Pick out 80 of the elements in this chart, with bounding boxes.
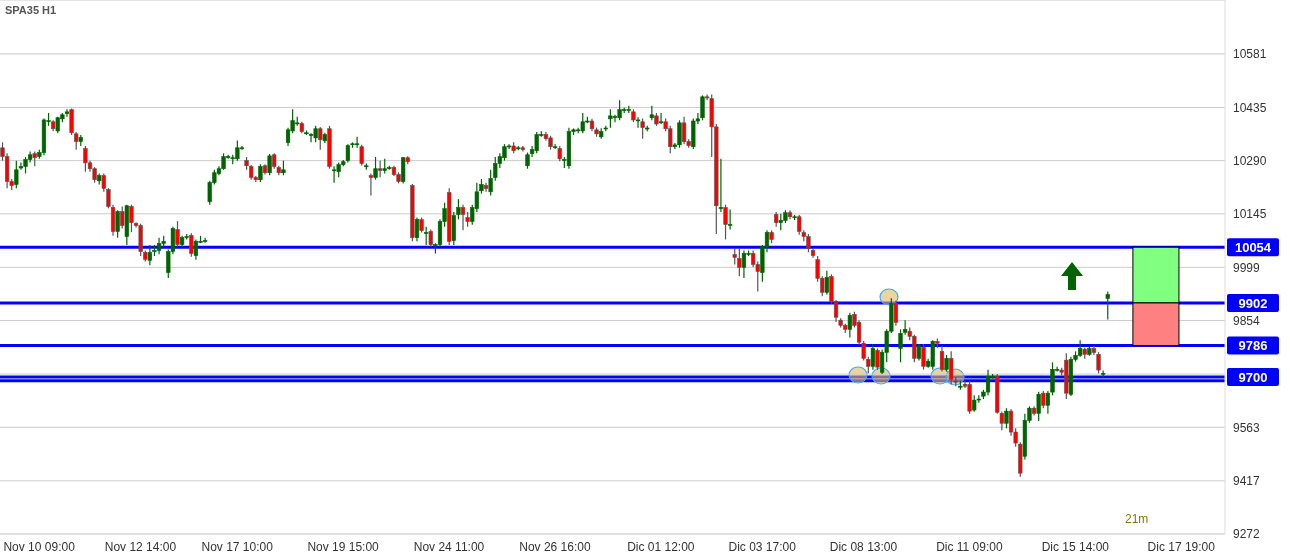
candlestick <box>824 270 829 296</box>
candlestick <box>640 117 645 140</box>
y-tick-label: 9417 <box>1233 474 1261 489</box>
ref-line-label: 10054 <box>1234 240 1272 256</box>
candlestick <box>115 209 120 239</box>
y-tick-label: 10290 <box>1233 153 1267 168</box>
x-tick-label: Dic 01 12:00 <box>627 539 695 552</box>
candlestick <box>483 182 489 193</box>
candlestick <box>460 204 466 231</box>
x-tick-label: Nov 17 10:00 <box>201 539 274 552</box>
candlestick <box>120 205 125 230</box>
candlestick <box>847 312 852 339</box>
candlestick <box>723 204 728 241</box>
x-tick-label: Nov 26 16:00 <box>519 539 591 552</box>
candlestick <box>189 232 194 258</box>
x-tick-label: Nov 24 11:00 <box>413 539 485 552</box>
candlestick <box>681 116 687 145</box>
x-tick-label: Dic 03 17:00 <box>728 539 797 552</box>
candlestick <box>101 172 106 193</box>
candlestick <box>921 343 926 371</box>
candlestick <box>359 144 364 167</box>
candlestick <box>949 350 954 385</box>
x-tick-label: Nov 12 14:00 <box>104 539 177 552</box>
candlestick <box>488 169 493 197</box>
candlestick <box>129 204 134 233</box>
candlestick <box>401 156 406 184</box>
candlestick <box>493 156 498 182</box>
candlestick <box>331 165 337 184</box>
candlestick <box>373 156 378 181</box>
ref-line-label: 9700 <box>1238 370 1268 386</box>
candlestick <box>553 143 558 150</box>
y-tick-label: 9272 <box>1233 527 1261 542</box>
x-tick-label: Dic 15 14:00 <box>1041 539 1110 552</box>
y-tick-label: 9999 <box>1233 260 1261 275</box>
candlestick <box>1004 407 1009 429</box>
candlestick <box>875 347 880 371</box>
candlestick <box>534 131 539 154</box>
y-tick-label: 9563 <box>1233 420 1261 435</box>
candlestick <box>368 172 374 197</box>
candlestick <box>608 108 613 129</box>
candlestick <box>318 126 323 151</box>
ref-line-label: 9786 <box>1238 338 1268 354</box>
candlestick <box>893 300 899 327</box>
candlestick <box>635 116 641 129</box>
candlestick <box>1036 391 1041 422</box>
x-tick-label: Nov 19 15:00 <box>307 539 380 552</box>
candlestick <box>308 132 314 143</box>
ref-line-label: 9902 <box>1238 295 1268 311</box>
candlestick <box>69 107 74 136</box>
candlestick <box>728 208 733 231</box>
y-tick-label: 10145 <box>1233 207 1267 222</box>
candlestick <box>1105 290 1110 321</box>
candlestick <box>267 153 272 176</box>
candlestick <box>175 220 180 248</box>
candlestick <box>700 94 705 121</box>
candlestick <box>741 249 747 279</box>
annotation: 21m <box>1125 512 1149 526</box>
chart-title: SPA35 H1 <box>5 4 57 16</box>
y-tick-label: 10581 <box>1233 47 1267 62</box>
candlestick <box>424 226 429 246</box>
y-tick-label: 10435 <box>1233 100 1267 115</box>
candlestick <box>870 343 875 371</box>
candlestick <box>378 160 383 178</box>
y-tick-label: 9854 <box>1233 313 1261 328</box>
x-tick-label: Dic 08 13:00 <box>829 539 898 552</box>
candlestick <box>64 108 70 118</box>
candlestick <box>14 160 19 189</box>
candlestick <box>737 248 742 277</box>
x-tick-label: Dic 17 19:00 <box>1147 539 1216 552</box>
candlestick <box>658 112 664 125</box>
candlestick <box>718 158 724 213</box>
candlestick <box>617 99 622 121</box>
candlestick <box>939 345 945 373</box>
x-tick-label: Nov 10 09:00 <box>3 539 76 552</box>
candlestick <box>193 238 199 261</box>
candlestick <box>83 145 88 173</box>
candlestick <box>414 216 420 242</box>
x-tick-label: Dic 11 09:00 <box>936 539 1003 552</box>
candlestick <box>985 369 991 396</box>
candlestick <box>456 198 461 220</box>
